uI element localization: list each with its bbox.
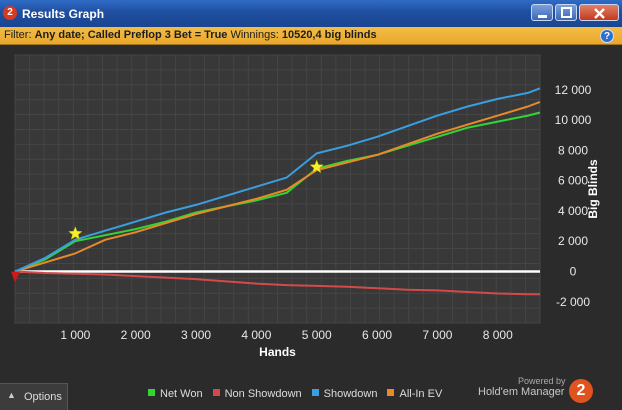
legend-label: Showdown: [323, 388, 378, 400]
legend-item[interactable]: Net Won: [148, 388, 203, 400]
window-title: Results Graph: [22, 7, 105, 21]
legend-item[interactable]: Non Showdown: [212, 388, 302, 400]
y-axis-label: Big Blinds: [586, 159, 600, 219]
legend-swatch: [148, 389, 155, 396]
minimize-icon: [538, 15, 547, 18]
app-badge-icon: 2: [3, 6, 17, 20]
legend-item[interactable]: All-In EV: [387, 388, 442, 400]
winnings-label: Winnings:: [227, 29, 282, 41]
legend-item[interactable]: Showdown: [311, 388, 378, 400]
powered-by-text: Powered by: [518, 376, 566, 386]
results-chart-area: 1 000 2 000 3 000 4 000 5 000 6 000 7 000 8 000…: [0, 45, 622, 410]
chevron-up-icon: ▲: [7, 390, 16, 400]
chart-legend: Net Won Non Showdown Showdown All-In EV: [148, 388, 452, 402]
options-button[interactable]: ▲ Options: [0, 383, 68, 410]
series-line-all-in-ev: [14, 100, 541, 273]
series-line-non-showdown: [14, 270, 540, 296]
product-name: Hold'em Manager: [478, 386, 565, 398]
winnings-value: 10520,4 big blinds: [281, 29, 377, 41]
y-tick-label: 6 000: [558, 174, 588, 188]
x-tick-label: 3 000: [181, 328, 211, 342]
x-tick-label: 1 000: [60, 328, 90, 342]
legend-label: Net Won: [160, 388, 203, 400]
legend-swatch: [212, 389, 220, 396]
maximize-button[interactable]: [555, 4, 577, 21]
hem2-logo-icon: 2: [569, 379, 593, 403]
x-tick-label: 5 000: [302, 328, 332, 342]
options-label: Options: [24, 391, 62, 403]
x-tick-label: 8 000: [483, 328, 513, 342]
y-tick-label: 12 000: [555, 83, 592, 97]
x-tick-label: 7 000: [422, 328, 452, 342]
title-bar: 2 Results Graph: [0, 0, 622, 27]
y-tick-label: 10 000: [555, 113, 592, 127]
legend-label: All-In EV: [399, 388, 443, 400]
filter-criteria: Any date; Called Preflop 3 Bet = True: [34, 29, 228, 41]
results-chart: 1 000 2 000 3 000 4 000 5 000 6 000 7 000 8 000…: [11, 54, 600, 359]
x-tick-label: 4 000: [241, 328, 271, 342]
close-button[interactable]: [579, 4, 619, 21]
powered-by-branding: Powered by Hold'em Manager 2: [478, 376, 598, 406]
x-tick-label: 2 000: [121, 328, 151, 342]
help-icon[interactable]: ?: [600, 29, 614, 43]
star-marker: [309, 159, 325, 174]
legend-swatch: [311, 389, 319, 396]
legend-label: Non Showdown: [224, 388, 302, 400]
x-axis-label: Hands: [259, 345, 296, 359]
y-tick-label: -2 000: [556, 295, 590, 309]
filter-summary[interactable]: Filter: Any date; Called Preflop 3 Bet =…: [4, 29, 377, 41]
series-line-showdown: [14, 87, 541, 273]
maximize-icon: [561, 7, 572, 18]
close-icon: [594, 8, 605, 19]
legend-swatch: [387, 389, 395, 396]
x-tick-label: 6 000: [362, 328, 392, 342]
series-line-net-won: [14, 111, 541, 273]
filter-bar: Filter: Any date; Called Preflop 3 Bet =…: [0, 27, 622, 45]
filter-prefix: Filter:: [4, 29, 35, 41]
y-tick-label: 8 000: [558, 143, 588, 157]
y-tick-label: 0: [570, 265, 577, 279]
y-tick-label: 4 000: [558, 204, 588, 218]
minimize-button[interactable]: [531, 4, 553, 21]
star-marker: [68, 226, 83, 240]
triangle-marker: [11, 271, 20, 283]
y-tick-label: 2 000: [558, 234, 588, 248]
